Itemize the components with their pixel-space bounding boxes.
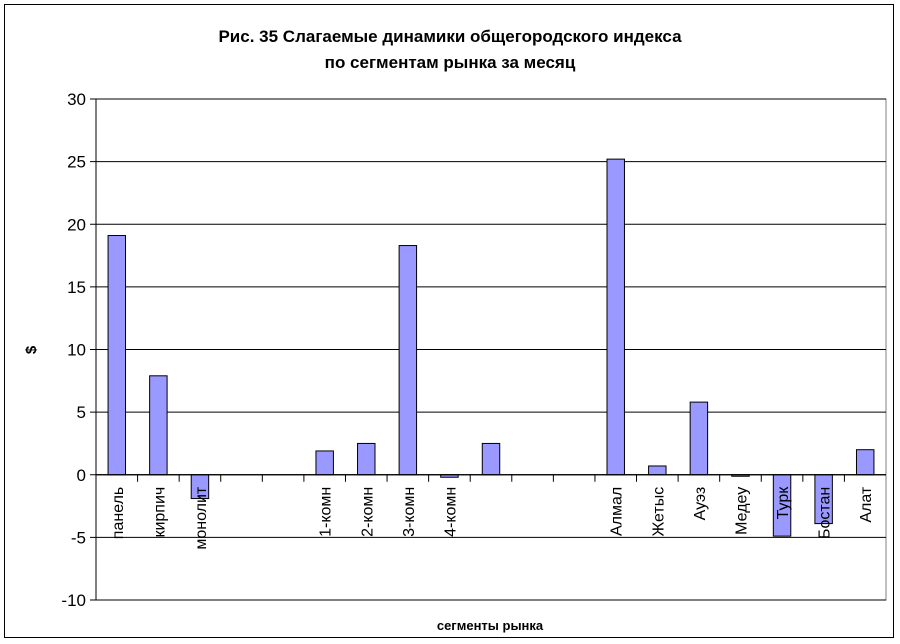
x-tick-label: 2-комн xyxy=(359,487,376,537)
y-tick-label: 15 xyxy=(67,278,86,297)
x-tick-label: Турк xyxy=(775,486,792,520)
bar xyxy=(648,465,667,476)
x-tick-label: Ауэз xyxy=(692,487,709,521)
x-axis-label: сегменты рынка xyxy=(437,618,544,633)
bar xyxy=(855,449,875,476)
y-tick-label: 0 xyxy=(77,466,86,485)
x-tick-label: Медеу xyxy=(733,487,750,535)
bar xyxy=(689,401,709,476)
x-tick-label: Жетыс xyxy=(650,487,667,537)
x-tick-label: кирпич xyxy=(151,487,168,538)
y-tick-label: 20 xyxy=(67,215,86,234)
y-tick-label: 10 xyxy=(67,341,86,360)
x-tick-label: Алат xyxy=(858,486,875,523)
y-tick-label: -5 xyxy=(71,528,86,547)
x-tick-label: 3-комн xyxy=(401,487,418,537)
bar xyxy=(315,450,334,476)
y-tick-label: 5 xyxy=(77,403,86,422)
x-tick-label: 1-комн xyxy=(318,487,335,537)
bar xyxy=(149,375,168,476)
bar xyxy=(481,442,501,476)
bar xyxy=(357,442,376,476)
x-tick-label: 4-комн xyxy=(442,487,459,537)
y-tick-label: 25 xyxy=(67,153,86,172)
x-tick-label: Алмал xyxy=(609,487,626,536)
y-tick-label: -10 xyxy=(61,591,86,610)
x-tick-label: панель xyxy=(110,487,127,539)
y-tick-label: 30 xyxy=(67,90,86,109)
x-tick-label: монолит xyxy=(193,486,210,550)
chart-title-line-1: Рис. 35 Слагаемые динамики общегородског… xyxy=(218,27,682,46)
y-axis-label: $ xyxy=(23,345,40,354)
bar xyxy=(398,245,418,476)
bar xyxy=(107,235,127,476)
chart-title-line-2: по сегментам рынка за месяц xyxy=(325,53,576,72)
x-tick-label: Бостан xyxy=(817,487,834,539)
bar xyxy=(606,158,625,476)
